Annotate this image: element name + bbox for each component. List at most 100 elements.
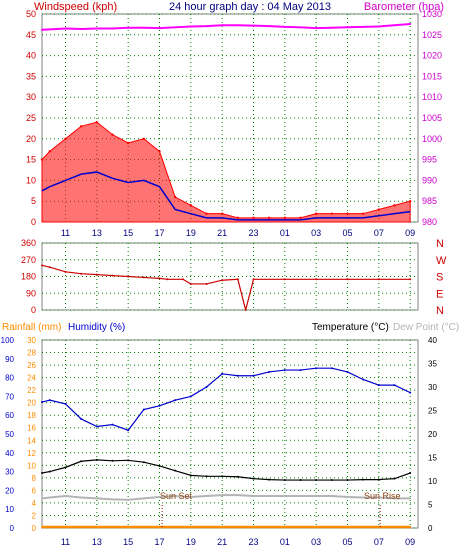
- rainfall-point: [409, 526, 412, 528]
- humidity-point: [205, 386, 208, 388]
- temperature-point: [174, 469, 177, 472]
- temp-x-tick-label: 13: [92, 537, 102, 547]
- temperature-point: [41, 472, 43, 475]
- dew-point-point: [189, 495, 192, 498]
- barometer-point: [362, 25, 365, 28]
- dew-point-point: [64, 495, 67, 498]
- rainfall-point: [158, 526, 161, 528]
- humidity-point: [221, 372, 224, 375]
- windspeed-tick-label: 45: [26, 30, 36, 40]
- barometer-point: [409, 22, 412, 25]
- dew-point-point: [221, 494, 224, 497]
- temperature-point: [127, 459, 130, 462]
- barometer-point: [158, 27, 161, 30]
- temp-x-tick-label: 23: [248, 537, 258, 547]
- rainfall-point: [48, 526, 51, 528]
- humidity-point: [393, 384, 396, 387]
- wind-x-tick-label: 23: [248, 228, 258, 238]
- barometer-point: [315, 27, 318, 30]
- windspeed-point: [267, 216, 271, 220]
- wind-direction-point: [252, 278, 255, 281]
- humidity-tick-label: 60: [5, 411, 14, 420]
- series: [40, 22, 412, 529]
- wind-x-tick-label: 01: [280, 228, 290, 238]
- humidity-point: [48, 399, 51, 402]
- windspeed-point: [111, 133, 114, 136]
- barometer-point: [80, 27, 83, 30]
- barometer-point: [95, 27, 98, 30]
- humidity-point: [252, 374, 255, 377]
- barometer-point: [252, 24, 255, 27]
- temperature-point: [252, 477, 255, 480]
- humidity-point: [362, 378, 365, 381]
- wind-x-tick-label: 07: [374, 228, 384, 238]
- barometer-point: [41, 28, 43, 31]
- rainfall-point: [205, 526, 208, 528]
- temperature-tick-label: 5: [428, 501, 433, 510]
- dew-point-point: [174, 495, 177, 498]
- temperature-point: [80, 460, 83, 463]
- humidity-point: [299, 369, 302, 372]
- temperature-axis-title: Temperature (°C): [312, 322, 389, 333]
- rainfall-tick-label: 28: [27, 349, 36, 358]
- wind-direction-point: [315, 278, 318, 281]
- barometer-point: [189, 25, 192, 28]
- rainfall-tick-label: 6: [32, 486, 37, 495]
- dew-point-point: [80, 496, 83, 499]
- dew-point-point: [377, 496, 380, 499]
- temp-x-tick-label: 15: [123, 537, 133, 547]
- windspeed-point: [330, 212, 334, 215]
- temperature-tick-label: 0: [428, 524, 433, 533]
- dew-point-point: [330, 495, 333, 498]
- humidity-point: [377, 384, 380, 387]
- temperature-tick-label: 20: [428, 430, 437, 439]
- wind-direction-point: [127, 275, 130, 278]
- temp-x-tick-label: 19: [186, 537, 196, 547]
- dew-point-point: [346, 495, 349, 498]
- temp-x-tick-label: 05: [342, 537, 352, 547]
- direction-tick-label: 90: [26, 288, 36, 298]
- windspeed-point: [283, 216, 287, 220]
- rainfall-point: [377, 526, 380, 528]
- rainfall-tick-label: 22: [27, 386, 36, 395]
- temp-x-tick-label: 11: [61, 537, 70, 547]
- rainfall-tick-label: 0: [32, 524, 37, 533]
- dew-point-point: [283, 495, 286, 498]
- barometer-point: [377, 25, 380, 28]
- windspeed-point: [393, 204, 396, 207]
- humidity-point: [236, 374, 239, 377]
- humidity-tick-label: 30: [5, 468, 14, 477]
- rainfall-tick-label: 20: [27, 399, 36, 408]
- wind-direction-point: [64, 270, 67, 273]
- wind-x-tick-label: 09: [405, 228, 415, 238]
- windspeed-point: [95, 120, 99, 124]
- barometer-tick-label: 995: [422, 155, 437, 165]
- rainfall-tick-label: 2: [32, 511, 37, 520]
- temperature-point: [48, 470, 51, 473]
- windspeed-gust-area: [41, 121, 411, 223]
- windspeed-tick-label: 5: [31, 196, 36, 206]
- dew-point-point: [299, 495, 302, 498]
- barometer-tick-label: 980: [422, 217, 437, 227]
- humidity-tick-label: 100: [1, 336, 15, 345]
- windspeed-point: [126, 141, 130, 145]
- dew-point-point: [362, 496, 365, 499]
- windspeed-point: [189, 204, 193, 207]
- barometer-tick-label: 1025: [422, 30, 442, 40]
- wind-direction-point: [142, 276, 145, 279]
- rainfall-tick-label: 14: [27, 436, 36, 445]
- barometer-point: [299, 26, 302, 29]
- humidity-tick-label: 80: [5, 374, 14, 383]
- wind-direction-line: [41, 264, 411, 311]
- rainfall-point: [315, 526, 318, 528]
- temperature-tick-label: 35: [428, 360, 437, 369]
- windspeed-point: [346, 212, 349, 215]
- windspeed-tick-label: 10: [26, 175, 36, 185]
- barometer-tick-label: 1000: [422, 134, 442, 144]
- wind-direction-point: [244, 309, 247, 311]
- temperature-point: [189, 474, 192, 477]
- wind-x-tick-label: 17: [154, 228, 164, 238]
- humidity-tick-label: 50: [5, 430, 14, 439]
- temperature-point: [236, 475, 239, 478]
- wind-direction-point: [189, 282, 192, 285]
